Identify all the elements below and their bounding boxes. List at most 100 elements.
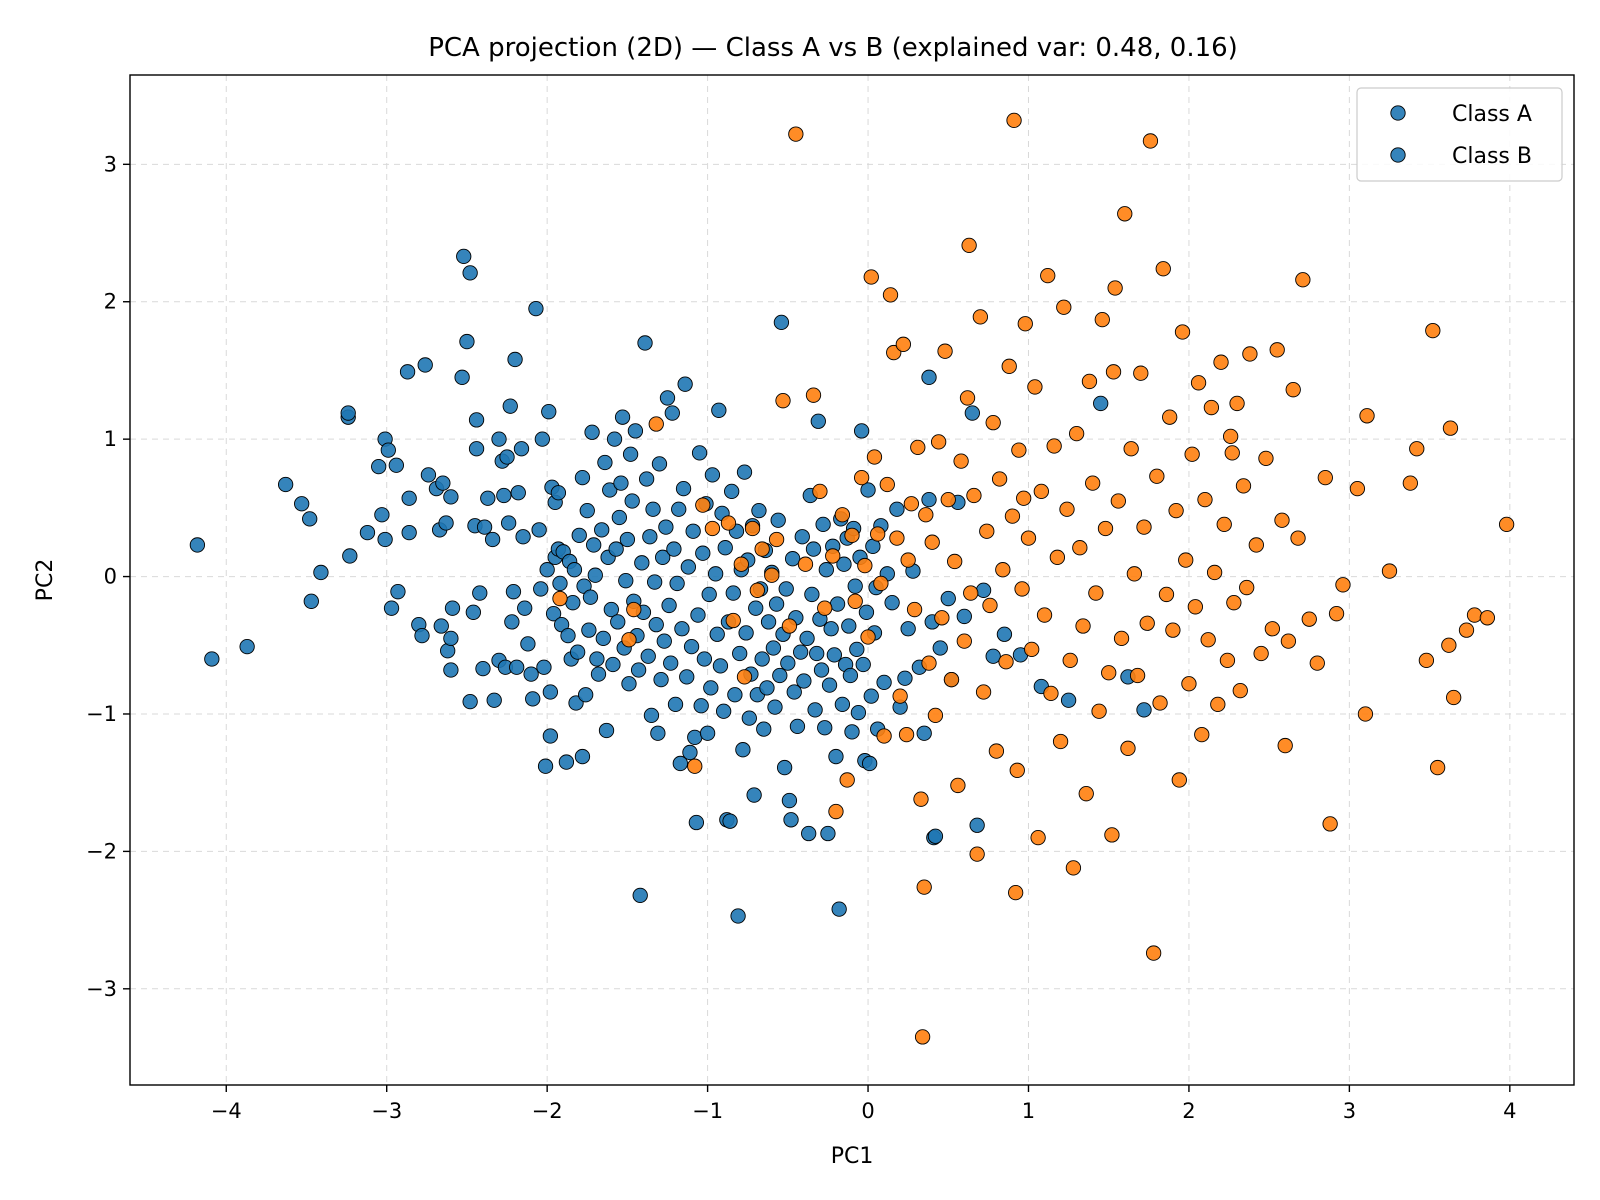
data-point	[1258, 450, 1274, 467]
data-point	[465, 604, 482, 620]
data-point	[921, 491, 937, 508]
data-point	[513, 441, 530, 457]
data-point	[813, 662, 830, 678]
data-point	[889, 501, 905, 517]
data-point	[918, 507, 934, 523]
data-point	[715, 703, 732, 719]
data-point	[1446, 689, 1462, 706]
data-point	[826, 647, 843, 663]
data-point	[390, 584, 406, 600]
data-point	[491, 431, 507, 447]
y-tick-label: 0	[104, 565, 117, 589]
data-point	[1094, 311, 1110, 328]
data-point	[590, 666, 607, 682]
data-point	[687, 758, 703, 774]
data-point	[746, 787, 762, 803]
data-point	[1194, 726, 1210, 743]
data-point	[371, 458, 387, 475]
data-point	[1168, 502, 1184, 519]
data-point	[1120, 740, 1136, 756]
data-point	[693, 698, 709, 714]
data-point	[988, 743, 1005, 759]
data-point	[1014, 581, 1030, 597]
data-point	[621, 676, 637, 692]
data-point	[515, 529, 531, 545]
data-point	[552, 575, 568, 592]
data-point	[1178, 552, 1194, 568]
data-point	[1068, 426, 1085, 442]
x-tick-label: 4	[1503, 1099, 1516, 1123]
data-point	[900, 552, 916, 568]
scatter-points	[189, 112, 1515, 1045]
data-point	[711, 402, 727, 418]
data-point	[1264, 621, 1281, 637]
data-point	[784, 551, 801, 567]
data-point	[1181, 676, 1197, 692]
data-point	[414, 628, 430, 644]
data-point	[1085, 475, 1101, 491]
data-point	[1155, 261, 1171, 277]
data-point	[930, 434, 947, 450]
data-point	[730, 908, 746, 924]
data-point	[480, 490, 496, 506]
data-point	[613, 475, 629, 491]
data-point	[927, 828, 944, 844]
data-point	[1016, 490, 1032, 506]
data-point	[1219, 652, 1236, 669]
data-point	[647, 574, 663, 590]
data-point	[873, 575, 889, 592]
data-point	[401, 524, 417, 541]
data-point	[688, 814, 705, 831]
data-point	[420, 467, 437, 483]
legend-marker	[1390, 105, 1406, 121]
data-point	[435, 475, 451, 491]
y-tick-label: 2	[104, 290, 117, 314]
data-point	[858, 604, 875, 620]
data-point	[1059, 501, 1075, 517]
data-point	[1009, 762, 1025, 778]
data-point	[1129, 667, 1146, 684]
data-point	[510, 485, 526, 501]
data-point	[1107, 280, 1123, 296]
data-point	[1149, 468, 1165, 484]
data-point	[794, 529, 810, 545]
data-point	[760, 614, 777, 630]
data-point	[671, 501, 687, 517]
data-point	[703, 680, 719, 696]
data-point	[927, 707, 944, 724]
data-point	[680, 559, 696, 575]
data-point	[842, 667, 859, 684]
data-point	[797, 556, 814, 572]
data-point	[537, 758, 554, 774]
data-point	[964, 405, 980, 421]
data-point	[966, 487, 982, 504]
data-point	[1152, 695, 1168, 711]
data-point	[876, 728, 892, 744]
data-point	[900, 621, 916, 637]
data-point	[1317, 469, 1333, 486]
data-point	[916, 879, 932, 895]
data-point	[1091, 703, 1107, 719]
data-point	[1101, 665, 1117, 681]
data-point	[950, 777, 966, 794]
data-point	[610, 614, 626, 630]
data-point	[1004, 508, 1021, 524]
data-point	[204, 651, 220, 667]
data-point	[788, 126, 804, 142]
data-point	[1197, 491, 1213, 508]
data-point	[606, 431, 623, 447]
data-point	[605, 656, 621, 673]
data-point	[674, 621, 690, 637]
data-point	[866, 449, 883, 465]
data-point	[892, 688, 908, 704]
data-point	[523, 666, 539, 682]
data-point	[634, 555, 650, 571]
data-point	[903, 496, 920, 512]
data-point	[239, 638, 255, 655]
data-point	[1274, 512, 1290, 528]
data-point	[744, 520, 761, 537]
y-tick-label: −3	[86, 977, 117, 1001]
data-point	[303, 593, 319, 609]
data-point	[627, 423, 644, 439]
